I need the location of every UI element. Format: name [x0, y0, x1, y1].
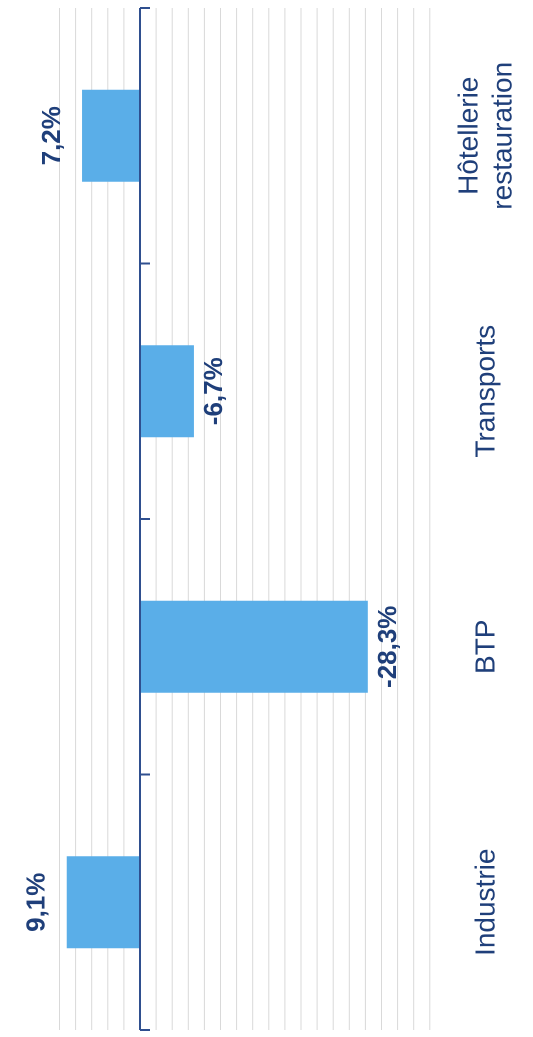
category-axis	[139, 7, 150, 1031]
value-labels: 9,1% -28,3% -6,7% 7,2%	[21, 106, 402, 932]
category-label: restauration	[487, 62, 518, 210]
bar-industrie	[66, 856, 140, 949]
value-label: 9,1%	[21, 873, 51, 932]
category-labels: Industrie BTP Transports Hôtellerie restaura…	[453, 62, 518, 956]
value-label: -28,3%	[372, 606, 402, 688]
category-label: BTP	[470, 620, 501, 674]
bar-h-tellerie-restauration	[82, 89, 140, 182]
value-label: -6,7%	[198, 357, 228, 425]
category-label: Industrie	[470, 849, 501, 956]
bar-btp	[140, 600, 368, 693]
bar-transports	[140, 345, 194, 438]
category-label: Hôtellerie	[453, 77, 484, 195]
category-label: Transports	[470, 325, 501, 458]
bars	[66, 89, 368, 949]
value-label: 7,2%	[36, 106, 66, 165]
